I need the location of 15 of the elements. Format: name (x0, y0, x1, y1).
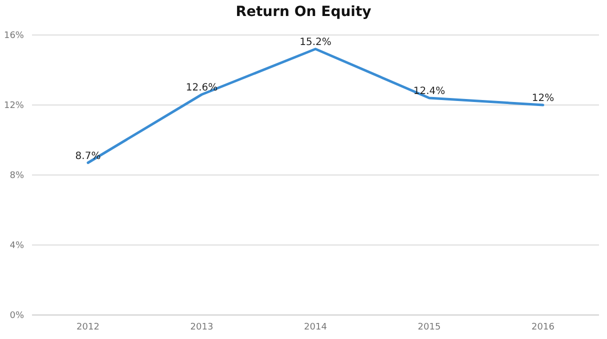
data-label: 15.2% (300, 37, 332, 48)
data-label: 12.6% (186, 82, 218, 94)
x-tick-label: 2012 (76, 322, 100, 332)
data-label: 12% (532, 93, 554, 104)
x-tick-label: 2016 (532, 322, 555, 332)
y-tick-label: 12% (4, 101, 24, 112)
x-tick-label: 2013 (190, 322, 214, 332)
chart-title: Return On Equity (234, 4, 372, 20)
y-tick-label: 16% (4, 31, 24, 42)
x-tick-label: 2015 (418, 322, 441, 332)
data-label: 12.4% (413, 86, 446, 97)
y-tick-label: 8% (10, 171, 24, 182)
y-tick-label: 0% (10, 311, 24, 322)
x-tick-label: 2014 (304, 322, 328, 332)
y-tick-label: 4% (10, 241, 24, 252)
